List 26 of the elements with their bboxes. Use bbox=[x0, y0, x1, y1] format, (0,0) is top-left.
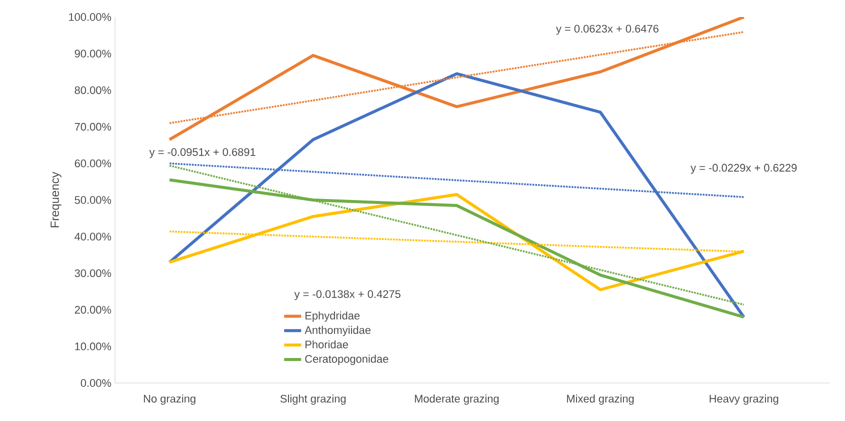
x-tick-label: Moderate grazing bbox=[414, 394, 499, 405]
x-tick-label: No grazing bbox=[144, 394, 196, 405]
annotation: y = -0.0138x + 0.4275 bbox=[294, 290, 400, 300]
y-tick-label: 80.00% bbox=[74, 86, 112, 94]
legend-label: Anthomyiidae bbox=[304, 326, 371, 336]
y-tick-label: 50.00% bbox=[74, 196, 112, 204]
legend-label: Ephydridae bbox=[306, 311, 360, 322]
y-tick-label: 10.00% bbox=[75, 342, 112, 350]
x-tick-label: Slight grazing bbox=[280, 394, 346, 405]
x-tick-label: Mixed grazing bbox=[567, 394, 634, 405]
y-tick-label: 70.00% bbox=[74, 122, 112, 131]
line-series bbox=[168, 16, 746, 142]
y-tick-label: 30.00% bbox=[74, 269, 112, 278]
y-tick-label: 20.00% bbox=[74, 306, 112, 314]
x-tick-label: Heavy grazing bbox=[710, 394, 778, 405]
y-tick-label: 40.00% bbox=[74, 232, 112, 240]
y-tick-label: 0.00% bbox=[80, 379, 112, 387]
y-tick-label: 60.00% bbox=[74, 160, 112, 168]
legend-label: Ceratopogonidae bbox=[305, 354, 388, 365]
annotation: y = -0.0229x + 0.6229 bbox=[690, 164, 797, 174]
y-axis-title: Frequency bbox=[50, 172, 62, 228]
annotation: y = -0.0951x + 0.6891 bbox=[149, 148, 256, 158]
annotation: y = 0.0623x + 0.6476 bbox=[556, 24, 658, 35]
y-tick-label: 90.00% bbox=[74, 50, 112, 58]
y-tick-label: 100.00% bbox=[69, 13, 112, 21]
legend-label: Phoridae bbox=[306, 340, 348, 348]
